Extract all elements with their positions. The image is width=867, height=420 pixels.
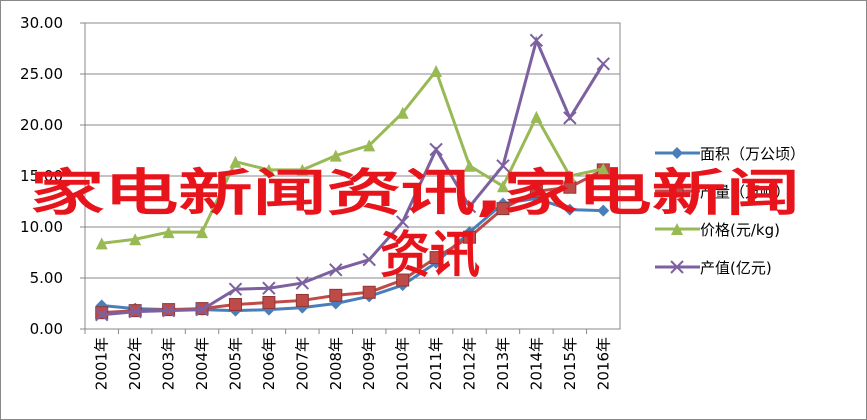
marker [262, 163, 275, 176]
marker [529, 184, 543, 198]
x-tick-label: 2011年 [427, 337, 445, 390]
marker [229, 155, 242, 168]
marker [95, 237, 108, 250]
marker [496, 180, 509, 193]
x-tick-label: 2005年 [226, 337, 244, 390]
x-tick-label: 2013年 [494, 337, 512, 390]
x-tick-label: 2015年 [561, 337, 579, 390]
marker [262, 281, 276, 295]
marker [563, 170, 576, 182]
marker [228, 282, 243, 296]
marker [262, 295, 276, 309]
x-tick-label: 2002年 [126, 337, 144, 390]
marker [362, 285, 376, 299]
y-tick-label: 25.00 [20, 65, 63, 83]
marker [195, 302, 209, 317]
marker [295, 276, 310, 290]
marker [596, 57, 610, 71]
marker [362, 252, 376, 267]
legend-label: 产值(亿元) [700, 259, 772, 277]
y-tick-label: 0.00 [30, 320, 63, 338]
y-tick-label: 20.00 [20, 116, 63, 134]
x-tick-label: 2008年 [327, 337, 345, 390]
legend-label: 产量（万吨） [700, 183, 790, 201]
marker [296, 163, 309, 176]
x-tick-label: 2010年 [394, 337, 412, 390]
marker [396, 273, 410, 287]
x-tick-label: 2003年 [160, 337, 178, 390]
series-line [101, 67, 604, 245]
marker [128, 304, 142, 319]
marker [161, 303, 176, 318]
x-tick-label: 2012年 [461, 337, 479, 390]
x-tick-label: 2009年 [360, 337, 378, 390]
marker [129, 233, 142, 246]
marker [563, 203, 576, 216]
marker [295, 293, 309, 307]
marker [329, 288, 343, 302]
x-tick-label: 2004年 [193, 337, 211, 390]
y-tick-label: 30.00 [20, 14, 63, 32]
x-tick-label: 2014年 [527, 337, 545, 390]
y-tick-label: 15.00 [20, 167, 63, 185]
marker [463, 230, 477, 244]
marker [329, 149, 342, 162]
marker [95, 308, 109, 322]
marker [496, 159, 510, 173]
marker [670, 184, 684, 198]
legend-label: 面积（万公顷） [700, 145, 805, 163]
marker [429, 142, 443, 157]
x-tick-label: 2016年 [594, 337, 612, 390]
marker [396, 106, 409, 119]
x-tick-label: 2001年 [93, 337, 111, 390]
marker [563, 111, 577, 125]
marker [228, 298, 242, 312]
marker [670, 260, 684, 274]
marker [162, 226, 175, 239]
overlay-text: 家电新闻资讯,家电新闻 [30, 164, 800, 222]
y-tick-label: 10.00 [20, 218, 63, 236]
marker [196, 226, 209, 239]
marker [671, 223, 683, 235]
marker [496, 202, 510, 216]
marker [329, 263, 343, 277]
legend-label: 价格(元/kg) [700, 221, 780, 239]
marker [430, 64, 443, 77]
marker [429, 251, 443, 265]
marker [395, 215, 410, 229]
series-line [101, 35, 605, 317]
x-tick-label: 2007年 [293, 337, 311, 390]
y-tick-label: 5.00 [30, 269, 63, 287]
marker [363, 139, 376, 152]
x-tick-label: 2006年 [260, 337, 278, 390]
marker [529, 33, 544, 48]
marker [95, 306, 109, 320]
marker [530, 110, 543, 123]
marker [671, 147, 683, 159]
marker [463, 159, 476, 172]
marker [597, 204, 610, 217]
marker [462, 199, 477, 214]
overlay-text: 资讯 [380, 226, 480, 284]
marker [597, 162, 610, 175]
